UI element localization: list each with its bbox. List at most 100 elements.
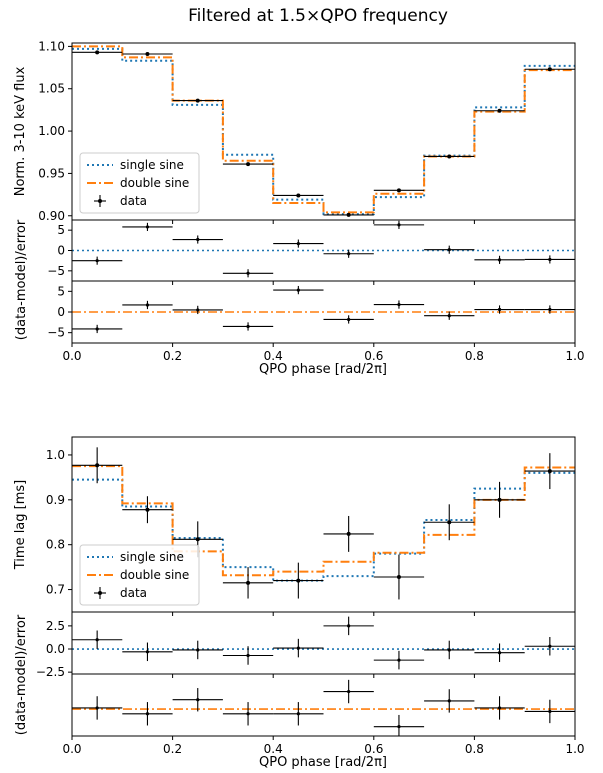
legend-box (79, 152, 200, 214)
legend: single sine double sine data (79, 544, 200, 606)
data-marker (196, 698, 200, 702)
x-tick-label: 0.4 (264, 349, 283, 363)
double-sine-step (72, 465, 575, 577)
residual-point (222, 269, 274, 278)
panel-6: 0.0 0.2 0.4 0.6 0.8 1.0 (62, 673, 585, 756)
plot-area (72, 285, 575, 334)
x-tick-label: 0.6 (364, 349, 383, 363)
y-tick-label: 0.0 (46, 642, 65, 656)
data-marker (547, 67, 552, 72)
x-axis-label-bottom: QPO phase [rad/2π] (259, 755, 387, 770)
data-marker (246, 162, 251, 167)
residual-point (524, 305, 575, 314)
x-tick-label: 1.0 (565, 349, 584, 363)
data-marker (95, 327, 99, 331)
panel-3: −5 0 5 0.0 0.2 0.4 0.6 0.8 1.0 (47, 280, 585, 363)
y-tick-label: 0.90 (38, 209, 65, 223)
residual-point (273, 239, 324, 248)
y-tick-label: 0.7 (46, 583, 65, 597)
data-marker (547, 469, 552, 474)
data-point (424, 154, 475, 159)
residual-point (172, 235, 223, 244)
data-marker (246, 324, 250, 329)
y-tick-label: 2.5 (46, 619, 65, 633)
data-marker (145, 650, 150, 654)
residual-point (122, 222, 173, 231)
legend-double-label: double sine (120, 568, 189, 582)
legend-single-label: single sine (120, 550, 184, 564)
y-tick-label: 0.9 (46, 493, 65, 507)
data-point (72, 50, 123, 55)
data-marker (95, 50, 100, 55)
residual-point (373, 714, 425, 736)
x-tick-label: 0.6 (364, 742, 383, 756)
data-marker (296, 241, 300, 246)
data-marker (397, 658, 401, 662)
data-marker (346, 212, 351, 217)
x-tick-label: 0.8 (465, 349, 484, 363)
data-marker (145, 52, 150, 57)
residual-point (424, 640, 475, 660)
x-axis-label-top: QPO phase [rad/2π] (259, 362, 387, 377)
residual-point (424, 245, 475, 254)
x-tick-label: 1.0 (565, 742, 584, 756)
residual-point (323, 616, 374, 636)
axes-frame (71, 673, 576, 737)
data-marker (447, 520, 452, 525)
residual-point (424, 311, 475, 320)
residual-point (273, 285, 324, 295)
data-point (524, 453, 575, 490)
data-marker (95, 259, 99, 263)
data-marker (548, 644, 552, 648)
residual-point (273, 638, 324, 658)
data-marker (246, 712, 250, 716)
residual-point (222, 646, 274, 665)
data-marker (196, 648, 200, 652)
data-marker (246, 653, 250, 658)
data-point (122, 52, 173, 57)
data-marker (195, 98, 200, 103)
data-point (424, 504, 475, 541)
panel-2: −5 0 5 (47, 219, 576, 285)
residual-point (122, 702, 173, 726)
residual-y-label-top: (data-model)/error (14, 219, 29, 340)
residual-point (424, 689, 475, 713)
y-tick-label: 0 (57, 305, 65, 319)
data-point (323, 212, 374, 217)
data-marker (497, 497, 502, 502)
data-point (524, 67, 575, 72)
data-marker (296, 193, 301, 198)
data-marker (145, 507, 150, 512)
residual-point (72, 324, 123, 334)
legend: single sine double sine data (79, 152, 200, 214)
data-marker (397, 302, 401, 307)
data-marker (95, 638, 99, 642)
residual-point (474, 255, 525, 264)
data-marker (447, 314, 451, 318)
y-tick-label: 5 (57, 223, 65, 237)
residual-point (474, 696, 525, 720)
legend-data-marker (98, 591, 102, 595)
x-tick-label: 0.2 (163, 742, 182, 756)
data-marker (497, 651, 502, 655)
data-point (273, 193, 324, 198)
residual-point (172, 305, 223, 315)
data-marker (145, 225, 150, 229)
data-marker (347, 252, 351, 256)
data-marker (447, 248, 451, 252)
x-tick-label: 0.4 (264, 742, 283, 756)
y-tick-label: 0.8 (46, 538, 65, 552)
data-marker (497, 258, 502, 262)
legend-double-label: double sine (120, 176, 189, 190)
data-marker (196, 237, 200, 242)
residual-point (323, 679, 374, 704)
residual-point (373, 220, 425, 229)
y-axis-label: Time lag [ms] (13, 480, 28, 571)
legend-data-marker (98, 199, 102, 203)
data-marker (246, 271, 250, 275)
data-marker (347, 317, 351, 322)
x-tick-label: 0.0 (62, 349, 81, 363)
residual-point (222, 322, 274, 331)
residual-point (474, 643, 525, 662)
